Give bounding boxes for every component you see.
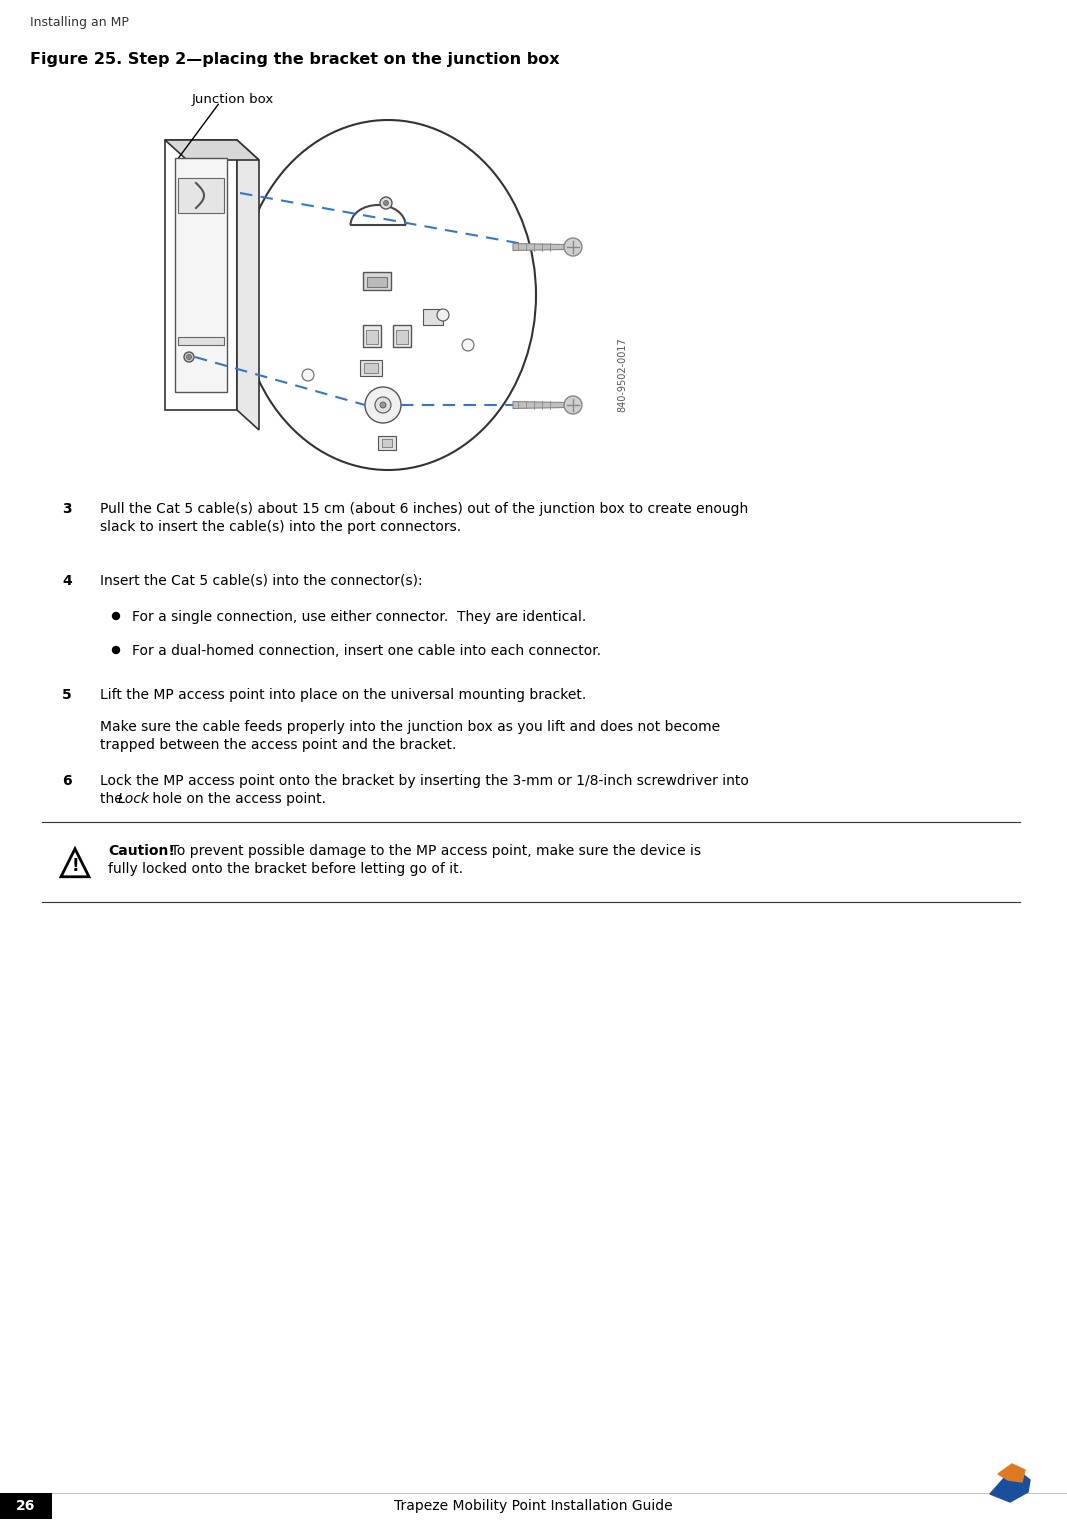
Text: 3: 3	[62, 502, 71, 515]
Text: Lock the MP access point onto the bracket by inserting the 3-mm or 1/8-inch scre: Lock the MP access point onto the bracke…	[100, 774, 749, 787]
Text: Caution!: Caution!	[108, 844, 175, 858]
Bar	[382, 439, 392, 446]
Circle shape	[564, 396, 582, 414]
Text: !: !	[71, 858, 79, 876]
Text: For a dual-homed connection, insert one cable into each connector.: For a dual-homed connection, insert one …	[132, 644, 601, 657]
Polygon shape	[513, 402, 575, 408]
Circle shape	[187, 355, 191, 359]
Polygon shape	[61, 849, 89, 876]
Text: Junction box: Junction box	[192, 93, 274, 106]
Bar	[178, 336, 224, 346]
Bar	[364, 362, 378, 373]
Text: Lock: Lock	[118, 792, 149, 806]
Text: Installing an MP: Installing an MP	[30, 15, 129, 29]
Polygon shape	[998, 1463, 1025, 1482]
Text: hole on the access point.: hole on the access point.	[148, 792, 327, 806]
Text: Lift the MP access point into place on the universal mounting bracket.: Lift the MP access point into place on t…	[100, 688, 586, 702]
Text: Pull the Cat 5 cable(s) about 15 cm (about 6 inches) out of the junction box to : Pull the Cat 5 cable(s) about 15 cm (abo…	[100, 502, 748, 515]
Text: Insert the Cat 5 cable(s) into the connector(s):: Insert the Cat 5 cable(s) into the conne…	[100, 573, 423, 589]
Bar	[360, 359, 382, 376]
Bar	[367, 277, 387, 287]
Text: For a single connection, use either connector.  They are identical.: For a single connection, use either conn…	[132, 610, 586, 624]
Text: trapped between the access point and the bracket.: trapped between the access point and the…	[100, 739, 457, 752]
Bar	[393, 326, 411, 347]
Text: 840-9502-0017: 840-9502-0017	[617, 338, 627, 413]
Text: Make sure the cable feeds properly into the junction box as you lift and does no: Make sure the cable feeds properly into …	[100, 720, 720, 734]
Circle shape	[380, 197, 392, 209]
Circle shape	[302, 368, 314, 381]
Circle shape	[184, 352, 194, 362]
Bar	[363, 326, 381, 347]
Bar	[0, 1492, 52, 1518]
Text: 4: 4	[62, 573, 71, 589]
Bar	[366, 330, 378, 344]
Text: slack to insert the cable(s) into the port connectors.: slack to insert the cable(s) into the po…	[100, 520, 461, 534]
Circle shape	[365, 387, 401, 424]
Circle shape	[112, 613, 120, 619]
Circle shape	[564, 239, 582, 255]
Bar	[363, 272, 391, 291]
Circle shape	[437, 309, 449, 321]
Circle shape	[380, 402, 386, 408]
Polygon shape	[237, 141, 259, 430]
Text: 6: 6	[62, 774, 71, 787]
Text: the: the	[100, 792, 127, 806]
Text: fully locked onto the bracket before letting go of it.: fully locked onto the bracket before let…	[108, 862, 463, 876]
Text: To prevent possible damage to the MP access point, make sure the device is: To prevent possible damage to the MP acc…	[162, 844, 701, 858]
Bar	[378, 436, 396, 450]
Text: Figure 25. Step 2—placing the bracket on the junction box: Figure 25. Step 2—placing the bracket on…	[30, 52, 559, 67]
Text: Trapeze Mobility Point Installation Guide: Trapeze Mobility Point Installation Guid…	[394, 1498, 672, 1514]
Bar	[396, 330, 408, 344]
Circle shape	[375, 398, 391, 413]
Polygon shape	[990, 1472, 1030, 1501]
Polygon shape	[165, 141, 237, 410]
Polygon shape	[513, 243, 575, 251]
Polygon shape	[165, 141, 259, 161]
Circle shape	[383, 200, 388, 205]
Circle shape	[462, 339, 474, 352]
Ellipse shape	[240, 119, 536, 469]
Bar	[175, 157, 227, 391]
Text: 5: 5	[62, 688, 71, 702]
Bar	[423, 309, 443, 326]
Bar	[178, 177, 224, 213]
Text: 26: 26	[16, 1498, 35, 1514]
Circle shape	[112, 647, 120, 653]
